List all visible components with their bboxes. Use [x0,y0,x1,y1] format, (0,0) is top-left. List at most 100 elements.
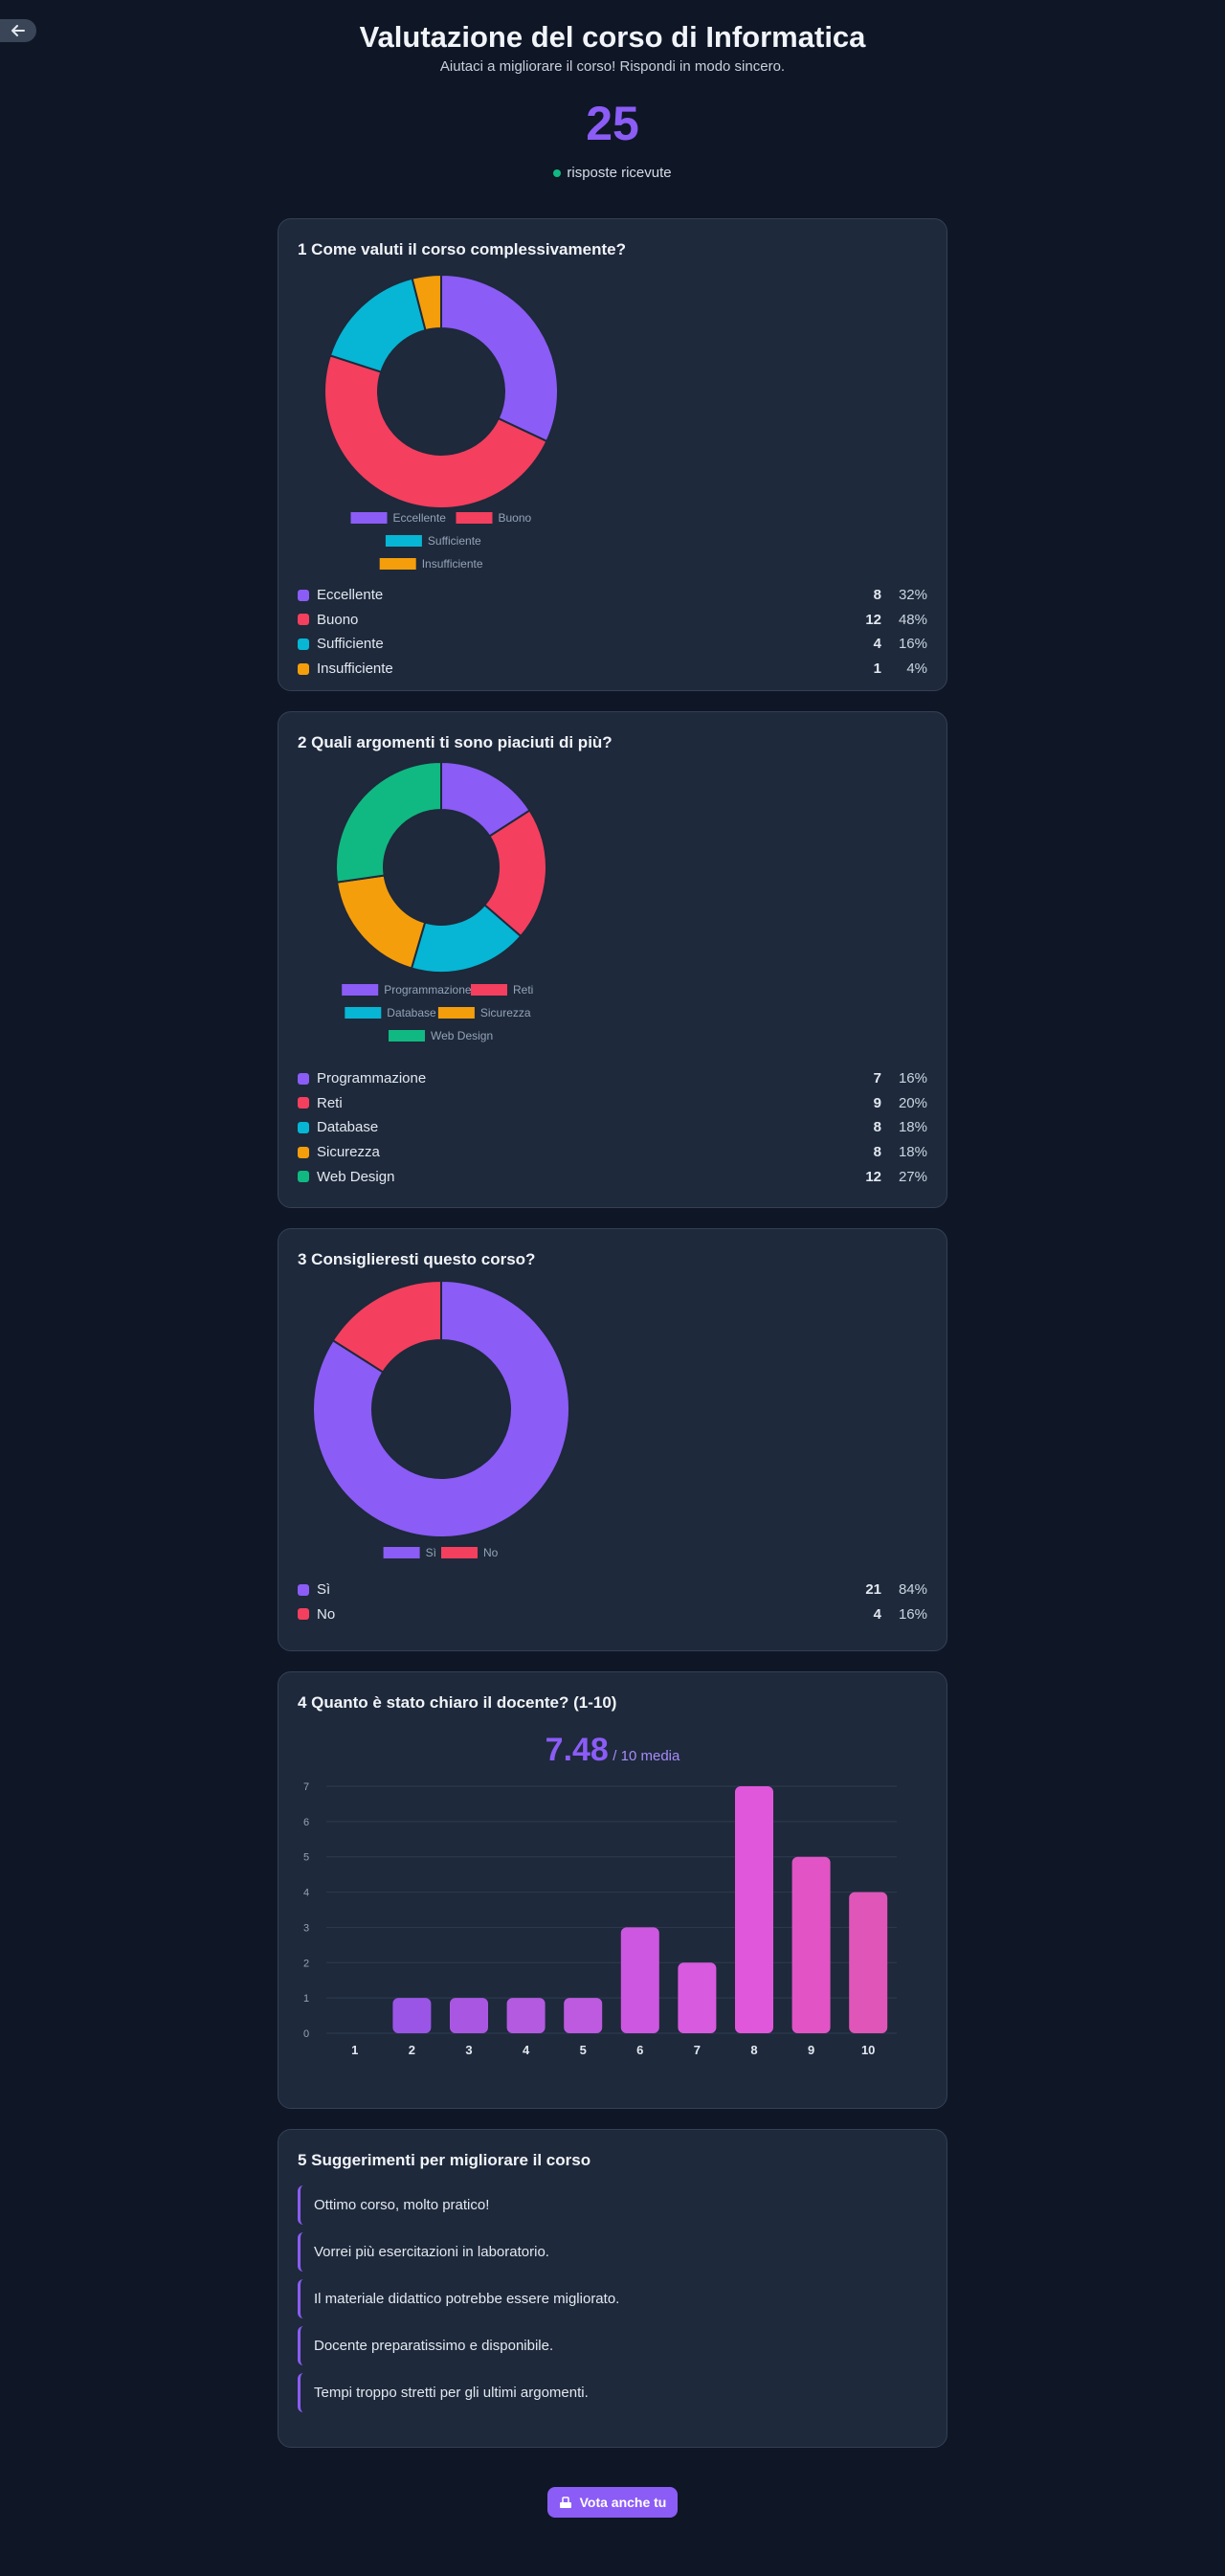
question-card-3: 3 Consiglieresti questo corso? Sì No Sì 21… [278,1228,947,1651]
y-tick-label: 3 [303,1922,309,1934]
bar-7[interactable] [678,1962,717,2033]
color-swatch [298,1146,309,1158]
answer-row: Programmazione 7 16% [298,1066,927,1091]
x-tick-label: 1 [351,2043,358,2057]
question-card-5: 5 Suggerimenti per migliorare il corso O… [278,2129,947,2448]
answer-percent: 32% [898,587,927,604]
suggestion-item: Docente preparatissimo e disponibile. [298,2326,927,2365]
answer-percent: 84% [898,1581,927,1599]
answer-count: 4 [873,636,881,653]
legend-label[interactable]: No [483,1546,499,1559]
answer-count: 1 [873,661,881,678]
back-button[interactable] [0,19,36,42]
answer-label: Programmazione [317,1070,427,1087]
donut-chart: Sì No [312,1279,570,1559]
x-tick-label: 4 [523,2043,530,2057]
answer-count: 21 [865,1581,881,1599]
vote-button[interactable]: Vota anche tu [547,2487,678,2518]
bar-10[interactable] [849,1892,888,2033]
y-tick-label: 0 [303,2028,309,2040]
answer-count: 12 [865,1168,881,1185]
answer-count: 8 [873,1144,881,1161]
answer-row: Web Design 12 27% [298,1164,927,1189]
response-label-row: risposte ricevute [0,165,1225,181]
legend-label[interactable]: Eccellente [393,511,447,525]
pie-slice-3[interactable] [328,277,427,373]
legend-swatch [383,1547,420,1558]
answer-row: Sufficiente 4 16% [298,632,927,657]
answer-row: Database 8 18% [298,1115,927,1140]
x-tick-label: 10 [861,2043,875,2057]
pie-slice-4[interactable] [335,874,427,970]
pie-slice-2[interactable] [331,1279,442,1374]
x-tick-label: 7 [694,2043,701,2057]
legend-swatch [385,535,422,547]
bar-6[interactable] [620,1927,659,2033]
bar-9[interactable] [791,1856,831,2033]
x-tick-label: 9 [808,2043,814,2057]
color-swatch [298,1072,309,1085]
x-tick-label: 3 [465,2043,472,2057]
suggestion-item: Ottimo corso, molto pratico! [298,2185,927,2225]
legend-label[interactable]: Sicurezza [480,1006,531,1019]
legend-label[interactable]: Sufficiente [428,534,481,548]
suggestion-item: Tempi troppo stretti per gli ultimi argo… [298,2373,927,2412]
x-tick-label: 6 [636,2043,643,2057]
legend-swatch [379,558,416,570]
answer-count: 7 [873,1070,881,1087]
question-title: 5 Suggerimenti per migliorare il corso [298,2151,591,2169]
question-card-2: 2 Quali argomenti ti sono piaciuti di pi… [278,711,947,1208]
suggestion-item: Il materiale didattico potrebbe essere m… [298,2279,927,2318]
color-swatch [298,614,309,626]
bar-2[interactable] [392,1998,432,2033]
pie-slice-2[interactable] [323,354,548,509]
legend-swatch [342,984,379,996]
page-header: Valutazione del corso di Informatica Aiu… [0,0,1225,181]
bar-3[interactable] [450,1998,488,2033]
legend-label[interactable]: Sì [426,1546,436,1559]
pie-slice-1[interactable] [312,1279,570,1538]
pie-slice-1[interactable] [440,273,559,443]
answer-row: Insufficiente 1 4% [298,657,927,682]
answer-row: Eccellente 8 32% [298,583,927,608]
x-tick-label: 5 [580,2043,587,2057]
answer-row: Reti 9 20% [298,1091,927,1116]
answer-row: Sicurezza 8 18% [298,1140,927,1165]
color-swatch [298,1097,309,1109]
legend-label[interactable]: Web Design [431,1029,493,1042]
bar-5[interactable] [564,1998,603,2033]
answer-count: 12 [865,611,881,628]
y-tick-label: 2 [303,1958,309,1969]
color-swatch [298,1608,309,1621]
answer-percent: 16% [898,1070,927,1087]
arrow-left-icon [11,25,25,36]
bar-4[interactable] [506,1998,546,2033]
y-tick-label: 7 [303,1781,309,1793]
legend-label[interactable]: Insufficiente [422,557,483,571]
pie-slice-5[interactable] [335,762,442,884]
pie-slice-4[interactable] [411,273,442,332]
pie-slice-2[interactable] [482,809,547,938]
x-tick-label: 2 [409,2043,415,2057]
answer-label: No [317,1605,336,1623]
legend-label[interactable]: Buono [499,511,532,525]
answer-count: 9 [873,1094,881,1111]
answer-count: 8 [873,587,881,604]
answer-list: Programmazione 7 16% Reti 9 20% Database 8 18% Si… [298,1066,927,1189]
legend-swatch [345,1007,382,1019]
question-title: 4 Quanto è stato chiaro il docente? (1-1… [298,1693,617,1712]
average-suffix: / 10 media [612,1748,680,1764]
legend-label[interactable]: Database [387,1006,436,1019]
color-swatch [298,638,309,650]
average-value: 7.48 [545,1732,609,1768]
response-label: risposte ricevute [567,165,672,181]
answer-label: Web Design [317,1168,395,1185]
legend-swatch [437,1007,475,1019]
legend-label[interactable]: Programmazione [384,983,472,997]
answer-percent: 18% [898,1119,927,1136]
legend-label[interactable]: Reti [513,983,533,997]
donut-chart: Programmazione Reti Database Sicurezza Web D… [335,762,547,1042]
average-score: 7.48 / 10 media [298,1732,927,1769]
response-count: 25 [586,97,639,150]
bar-8[interactable] [735,1786,773,2033]
